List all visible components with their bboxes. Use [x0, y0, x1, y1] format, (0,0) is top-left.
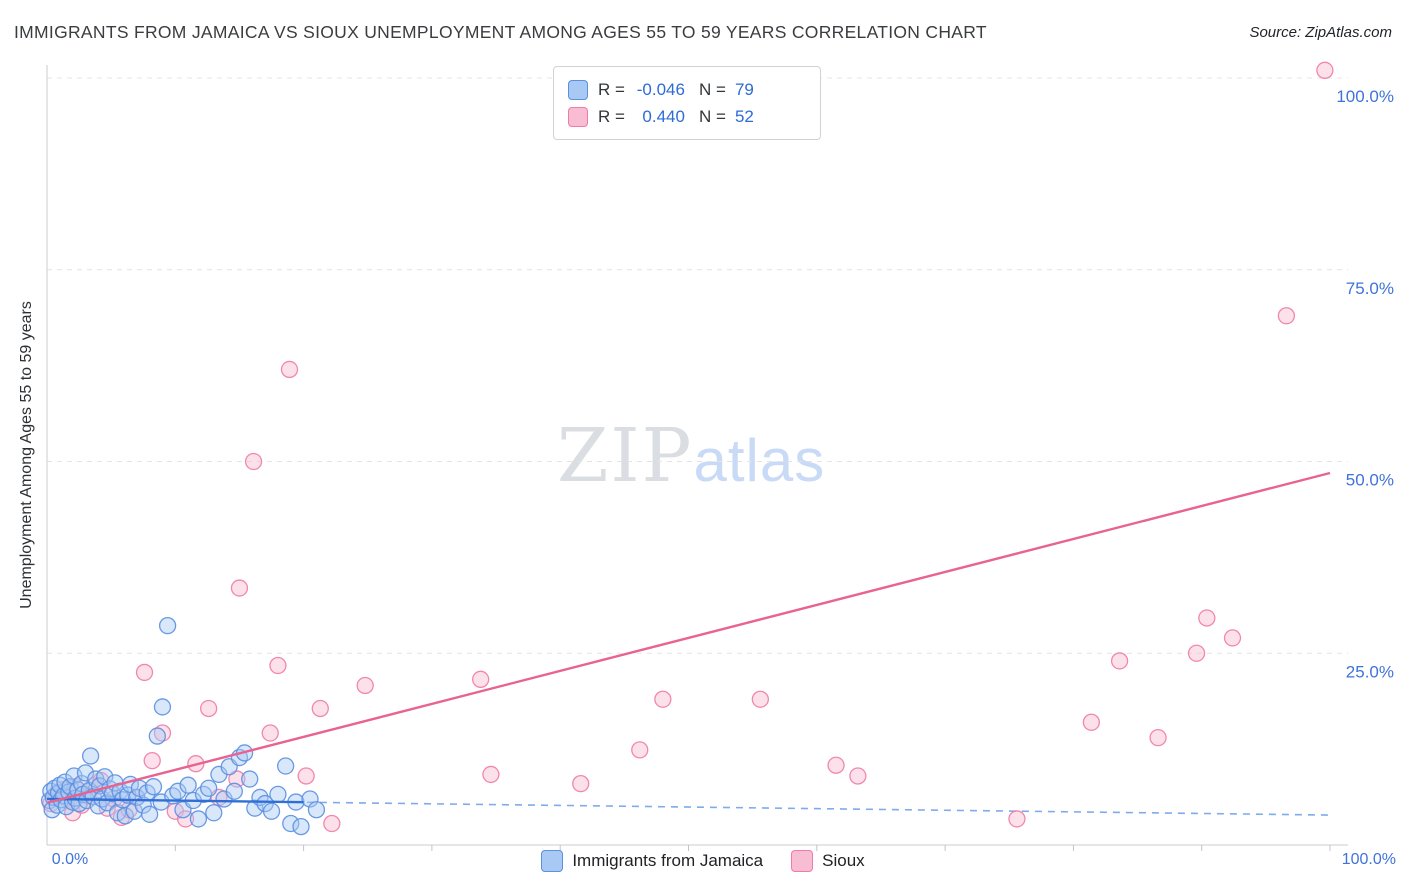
scatter-point-sioux — [482, 765, 500, 784]
scatter-point-jamaica — [307, 801, 326, 819]
series-legend: Immigrants from Jamaica Sioux — [0, 850, 1406, 872]
scatter-point-sioux — [572, 774, 590, 793]
scatter-point-sioux — [1110, 652, 1129, 670]
y-tick-label: 50.0% — [1346, 471, 1394, 490]
y-tick-label: 75.0% — [1346, 279, 1394, 298]
scatter-point-sioux — [135, 663, 154, 682]
legend-item-sioux: Sioux — [791, 850, 865, 872]
correlation-legend: R = -0.046 N = 79 R = 0.440 N = 52 — [553, 66, 821, 140]
scatter-point-jamaica — [276, 757, 295, 775]
scatter-point-jamaica — [292, 817, 310, 836]
r-value: 0.440 — [642, 106, 685, 126]
scatter-point-sioux — [311, 699, 329, 718]
scatter-point-jamaica — [189, 810, 208, 828]
scatter-point-jamaica — [241, 770, 259, 788]
scatter-point-jamaica — [225, 782, 243, 800]
scatter-point-jamaica — [56, 773, 74, 791]
scatter-point-jamaica — [158, 616, 177, 635]
scatter-point-jamaica — [81, 747, 100, 765]
scatter-point-sioux — [244, 452, 263, 471]
scatter-point-sioux — [356, 676, 374, 695]
x-axis-max-label: 100.0% — [1341, 851, 1396, 868]
scatter-point-sioux — [827, 756, 845, 774]
sioux-swatch — [791, 850, 814, 872]
scatter-point-sioux — [654, 690, 672, 708]
scatter-point-sioux — [1198, 609, 1216, 627]
scatter-point-sioux — [143, 751, 161, 770]
r-label: R = — [598, 106, 625, 126]
n-label: N = — [698, 79, 726, 99]
n-value: 79 — [734, 79, 754, 99]
scatter-point-sioux — [200, 699, 218, 718]
scatter-point-jamaica — [282, 814, 300, 833]
r-label: R = — [598, 79, 625, 99]
scatter-point-jamaica — [76, 764, 95, 782]
scatter-point-sioux — [1223, 629, 1242, 647]
watermark-zip: ZIP — [557, 413, 694, 499]
scatter-point-sioux — [1149, 728, 1167, 747]
jamaica-legend-swatch — [568, 79, 588, 100]
watermark: ZIPatlas — [557, 413, 825, 499]
scatter-point-jamaica — [200, 779, 218, 797]
scatter-point-jamaica — [301, 790, 319, 808]
scatter-point-jamaica — [169, 782, 187, 800]
source-label: Source: ZipAtlas.com — [1249, 24, 1392, 41]
scatter-point-sioux — [1008, 810, 1026, 828]
scatter-point-sioux — [472, 670, 490, 688]
page-title: IMMIGRANTS FROM JAMAICA VS SIOUX UNEMPLO… — [14, 22, 987, 42]
trend-line-solid — [46, 797, 304, 804]
n-label: N = — [698, 106, 726, 126]
scatter-point-jamaica — [144, 778, 163, 796]
scatter-point-jamaica — [205, 804, 223, 822]
legend-item-jamaica: Immigrants from Jamaica — [541, 850, 763, 872]
watermark-atlas: atlas — [693, 427, 826, 494]
scatter-point-jamaica — [246, 799, 264, 817]
y-tick-label: 25.0% — [1346, 662, 1394, 681]
legend-item-label: Immigrants from Jamaica — [572, 851, 764, 870]
n-value: 52 — [734, 106, 754, 126]
y-axis-label: Unemployment Among Ages 55 to 59 years — [18, 301, 35, 609]
trend-line-solid — [46, 471, 1331, 804]
scatter-point-jamaica — [140, 805, 159, 823]
legend-row-sioux: R = 0.440 N = 52 — [568, 103, 806, 130]
scatter-point-sioux — [230, 579, 249, 597]
scatter-point-jamaica — [153, 698, 172, 716]
scatter-point-sioux — [1187, 644, 1206, 662]
jamaica-swatch — [541, 850, 564, 872]
scatter-point-jamaica — [116, 807, 134, 825]
scatter-point-sioux — [751, 690, 769, 708]
scatter-point-sioux — [280, 360, 299, 379]
scatter-point-jamaica — [262, 802, 281, 820]
scatter-point-sioux — [631, 741, 649, 759]
scatter-point-sioux — [269, 656, 287, 675]
legend-item-label: Sioux — [822, 851, 865, 870]
y-tick-label: 100.0% — [1336, 87, 1394, 106]
sioux-legend-swatch — [568, 106, 588, 127]
x-axis-min-label: 0.0% — [51, 851, 89, 868]
scatter-point-jamaica — [269, 785, 287, 804]
scatter-point-sioux — [323, 814, 341, 833]
scatter-point-jamaica — [148, 727, 166, 745]
scatter-point-sioux — [297, 767, 315, 785]
scatter-point-sioux — [1316, 61, 1334, 79]
scatter-point-sioux — [1082, 713, 1101, 731]
scatter-point-sioux — [1277, 307, 1296, 325]
r-value: -0.046 — [636, 79, 685, 99]
scatter-point-sioux — [153, 724, 172, 742]
scatter-point-sioux — [849, 767, 867, 785]
legend-row-jamaica: R = -0.046 N = 79 — [568, 76, 806, 103]
scatter-point-sioux — [261, 724, 279, 742]
scatter-point-jamaica — [179, 776, 197, 794]
